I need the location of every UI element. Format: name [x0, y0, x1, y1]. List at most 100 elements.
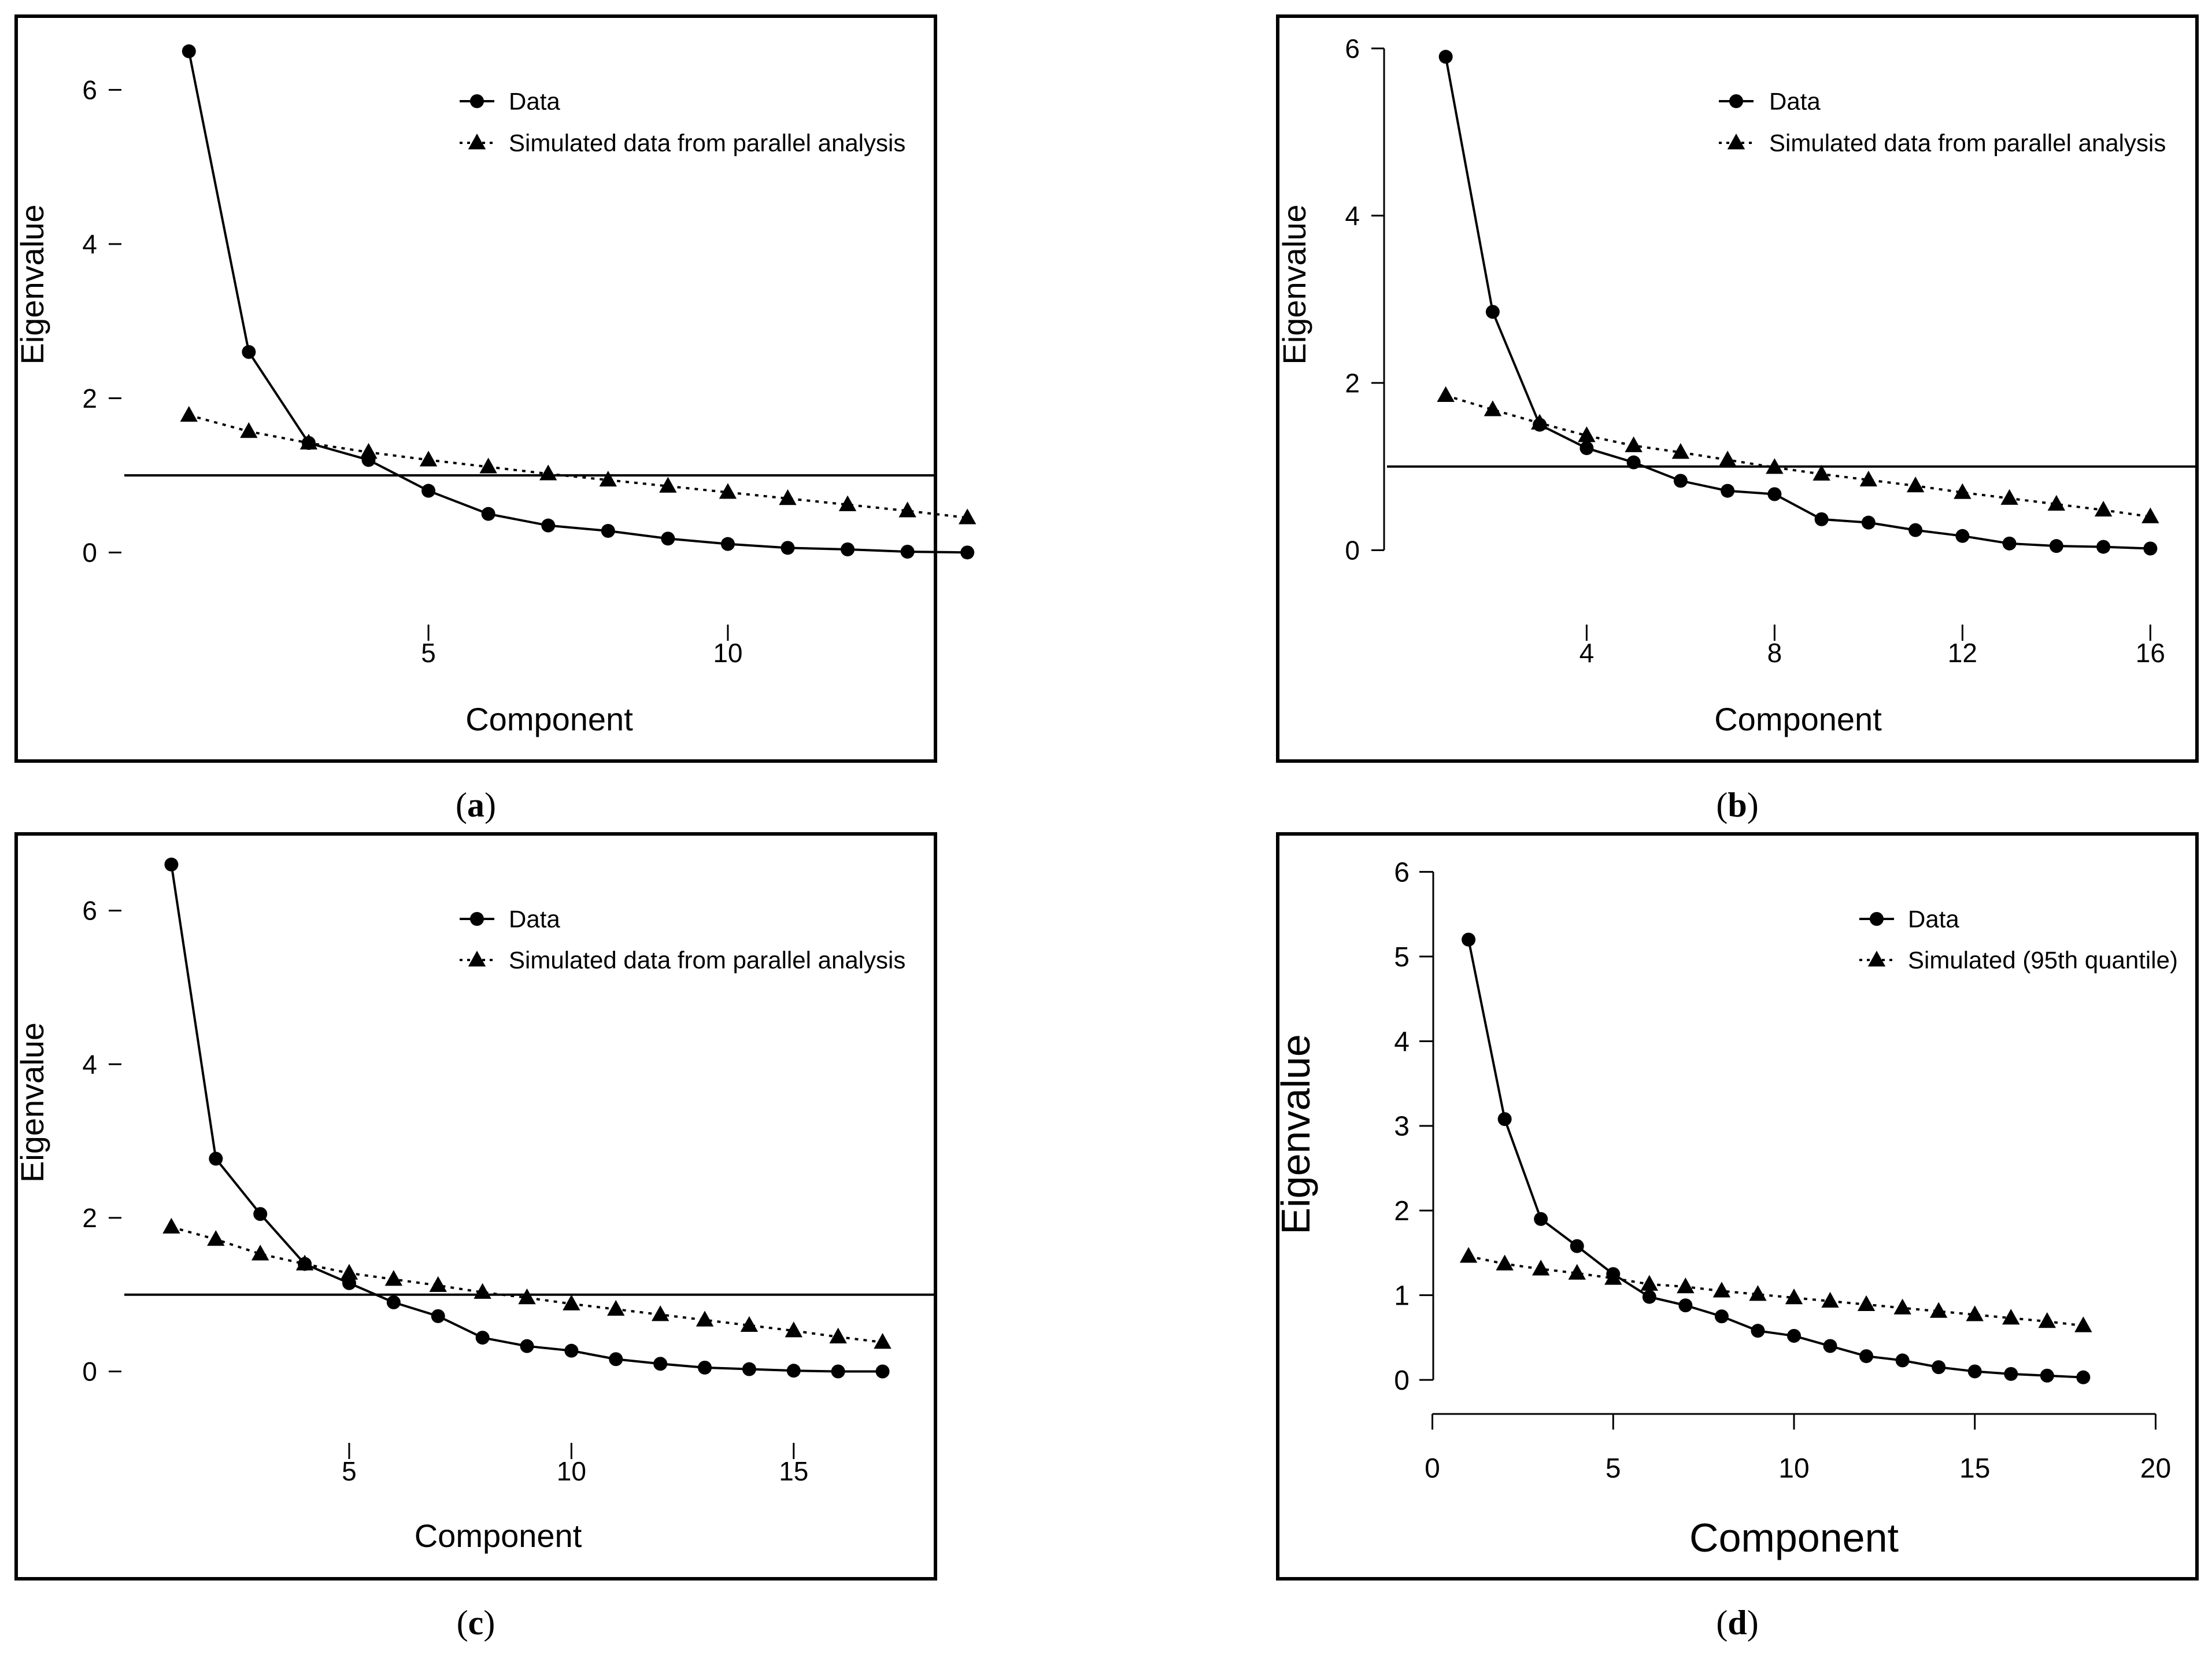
data-point	[1932, 1360, 1946, 1375]
legend-label: Simulated data from parallel analysis	[509, 130, 905, 157]
legend-circle-icon	[470, 912, 484, 926]
x-tick-label: 10	[713, 638, 742, 668]
simulated-point	[2094, 500, 2113, 517]
simulated-point	[1530, 413, 1549, 430]
data-point	[1895, 1353, 1910, 1368]
data-point	[609, 1352, 623, 1367]
data-point	[1438, 50, 1453, 64]
simulated-point	[874, 1333, 892, 1349]
data-series-line	[187, 51, 968, 554]
x-tick-label: 16	[2136, 638, 2165, 668]
simulated-point	[240, 422, 258, 438]
data-point	[475, 1331, 490, 1345]
panel-a: 0 2 4 6 5 10 Component Eigenvalue Data Simulated …	[14, 14, 976, 824]
data-point	[786, 1364, 801, 1378]
data-point	[1859, 1349, 1874, 1364]
y-tick-label: 4	[82, 229, 97, 259]
x-axis-label: Component	[415, 1517, 582, 1554]
legend-circle-icon	[1729, 94, 1743, 108]
simulated-point	[1812, 464, 1830, 481]
panel-caption: (d)	[1716, 1604, 1758, 1642]
simulated-point	[295, 1254, 314, 1271]
y-tick-label: 0	[82, 1357, 97, 1387]
simulated-point	[1749, 1285, 1767, 1301]
panel-caption: (a)	[456, 786, 496, 824]
simulated-point	[518, 1288, 536, 1305]
data-point	[1678, 1298, 1693, 1313]
x-tick-label: 4	[1580, 638, 1595, 668]
simulated-point	[162, 1217, 180, 1234]
data-point	[1823, 1339, 1837, 1353]
data-point	[601, 524, 615, 538]
data-point	[1462, 932, 1476, 947]
simulated-point	[1437, 386, 1455, 403]
simulated-point	[1766, 458, 1784, 474]
x-tick-label: 20	[2140, 1453, 2171, 1484]
data-point	[2004, 1367, 2018, 1381]
panel-caption: (b)	[1716, 786, 1758, 824]
data-point	[1714, 1309, 1729, 1324]
simulated-point	[1966, 1305, 1984, 1321]
data-point	[1767, 487, 1782, 501]
simulated-point	[563, 1294, 580, 1310]
simulated-point	[251, 1245, 269, 1261]
simulated-point	[474, 1283, 491, 1299]
data-point	[1673, 474, 1688, 488]
legend-circle-icon	[470, 94, 484, 108]
data-point	[541, 518, 556, 533]
simulated-point	[1671, 443, 1690, 459]
data-point	[720, 537, 735, 551]
data-point	[960, 545, 975, 560]
data-point	[1908, 523, 1923, 537]
simulated-point	[651, 1305, 669, 1321]
y-axis-label: Eigenvalue	[14, 1022, 50, 1183]
data-point	[182, 44, 196, 58]
simulated-point	[740, 1316, 759, 1332]
legend-circle-icon	[1870, 912, 1884, 926]
data-point	[2040, 1368, 2054, 1383]
simulated-point	[2038, 1312, 2056, 1328]
panel-b: 0 2 4 6 4 8 12 16 Component Eigenvalue Data Simulat…	[1276, 14, 2199, 824]
simulated-point	[1459, 1247, 1478, 1263]
simulated-point	[1568, 1264, 1586, 1280]
data-series-line	[1444, 56, 2151, 550]
panel-frame	[1276, 832, 2199, 1581]
simulated-point	[429, 1276, 447, 1292]
data-point	[1814, 512, 1829, 526]
y-tick-label: 2	[82, 1203, 97, 1233]
data-point	[386, 1295, 401, 1309]
simulated-series-line	[1468, 1255, 2084, 1327]
simulated-point	[696, 1310, 714, 1327]
y-tick-label: 6	[1345, 34, 1360, 64]
y-tick-label: 4	[1394, 1026, 1410, 1057]
data-point	[209, 1151, 223, 1166]
y-tick-label: 4	[1345, 201, 1360, 231]
legend-triangle-icon	[1867, 951, 1886, 967]
simulated-point	[2000, 489, 2018, 505]
simulated-point	[659, 477, 677, 493]
simulated-point	[1718, 450, 1737, 467]
simulated-point	[829, 1327, 847, 1343]
panel-frame	[14, 14, 937, 763]
data-point	[875, 1364, 890, 1379]
simulated-point	[1604, 1269, 1622, 1285]
simulated-point	[299, 434, 318, 450]
data-point	[1955, 529, 1970, 543]
data-point	[698, 1360, 712, 1375]
simulated-series-line	[171, 1225, 883, 1344]
x-tick-label: 8	[1767, 638, 1782, 668]
simulated-point	[1712, 1282, 1731, 1298]
data-point	[253, 1207, 268, 1221]
y-tick-label: 2	[82, 383, 97, 413]
data-point	[1721, 483, 1735, 498]
panel-caption: (c)	[457, 1604, 495, 1642]
simulated-point	[340, 1264, 358, 1280]
y-tick-label: 0	[1394, 1365, 1410, 1396]
simulated-point	[1954, 483, 1971, 499]
x-tick-label: 15	[1959, 1453, 1990, 1484]
simulated-point	[2074, 1316, 2092, 1332]
simulated-point	[898, 501, 916, 518]
data-point	[421, 483, 436, 498]
x-tick-label: 5	[1606, 1453, 1621, 1484]
